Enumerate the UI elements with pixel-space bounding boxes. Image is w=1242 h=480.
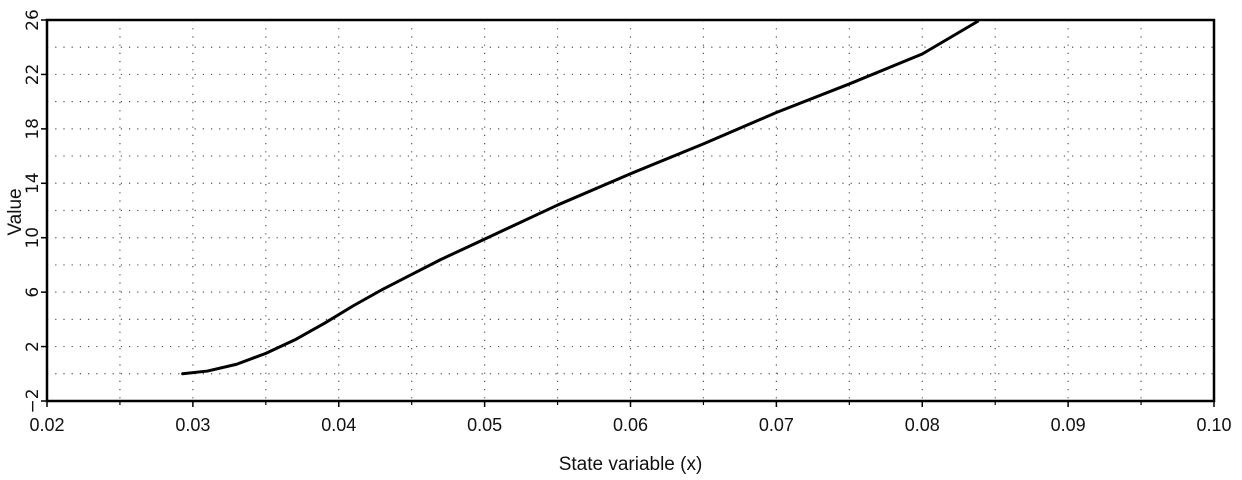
- x-tick-label: 0.06: [613, 415, 648, 435]
- y-tick-label: 26: [23, 9, 43, 31]
- x-tick-label: 0.05: [467, 415, 502, 435]
- y-axis-label: Value: [5, 188, 26, 235]
- x-tick-label: 0.09: [1051, 415, 1086, 435]
- x-tick-label: 0.03: [175, 415, 210, 435]
- series-line-1: [181, 19, 980, 376]
- y-tick-label: 2: [23, 341, 43, 352]
- y-tick-label: 14: [23, 172, 43, 194]
- y-tick-label: 10: [23, 227, 43, 249]
- x-axis-label: State variable (x): [559, 454, 703, 475]
- series-layer: [181, 19, 980, 376]
- y-tick-label: 6: [23, 287, 43, 298]
- x-tick-label: 0.10: [1196, 415, 1231, 435]
- y-tick-label: 22: [23, 64, 43, 86]
- x-tick-labels: 0.02 0.03 0.04 0.05 0.06 0.07 0.08 0.09 0.10: [29, 415, 1231, 435]
- x-tick-label: 0.07: [759, 415, 794, 435]
- x-tick-label: 0.02: [29, 415, 64, 435]
- x-tick-label: 0.08: [905, 415, 940, 435]
- x-tick-label: 0.04: [321, 415, 356, 435]
- y-tick-label: 18: [23, 118, 43, 140]
- y-tick-label: −2: [23, 388, 43, 413]
- tick-marks: [41, 19, 1215, 407]
- grid-lines: [47, 20, 1214, 401]
- plot-frame: [45, 18, 1216, 403]
